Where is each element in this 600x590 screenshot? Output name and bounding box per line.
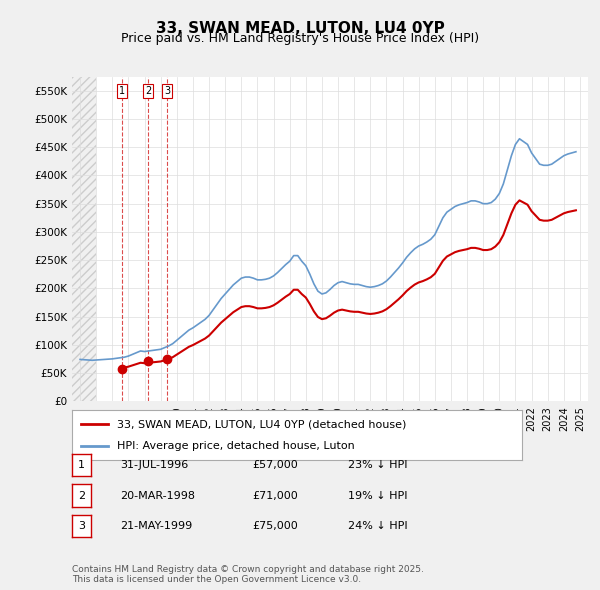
Text: Contains HM Land Registry data © Crown copyright and database right 2025.
This d: Contains HM Land Registry data © Crown c… xyxy=(72,565,424,584)
Text: HPI: Average price, detached house, Luton: HPI: Average price, detached house, Luto… xyxy=(117,441,355,451)
Text: 19% ↓ HPI: 19% ↓ HPI xyxy=(348,491,407,500)
Text: 20-MAR-1998: 20-MAR-1998 xyxy=(120,491,195,500)
Text: 2: 2 xyxy=(145,86,151,96)
Text: 21-MAY-1999: 21-MAY-1999 xyxy=(120,522,192,531)
Text: 1: 1 xyxy=(78,460,85,470)
Text: 33, SWAN MEAD, LUTON, LU4 0YP: 33, SWAN MEAD, LUTON, LU4 0YP xyxy=(155,21,445,35)
Text: 31-JUL-1996: 31-JUL-1996 xyxy=(120,460,188,470)
Text: £57,000: £57,000 xyxy=(252,460,298,470)
Text: 1: 1 xyxy=(119,86,125,96)
Text: 3: 3 xyxy=(78,522,85,531)
Text: £71,000: £71,000 xyxy=(252,491,298,500)
Text: 23% ↓ HPI: 23% ↓ HPI xyxy=(348,460,407,470)
Text: 24% ↓ HPI: 24% ↓ HPI xyxy=(348,522,407,531)
Text: 2: 2 xyxy=(78,491,85,500)
Text: 33, SWAN MEAD, LUTON, LU4 0YP (detached house): 33, SWAN MEAD, LUTON, LU4 0YP (detached … xyxy=(117,419,406,429)
Text: 3: 3 xyxy=(164,86,170,96)
Text: Price paid vs. HM Land Registry's House Price Index (HPI): Price paid vs. HM Land Registry's House … xyxy=(121,32,479,45)
Bar xyxy=(72,77,96,401)
Text: £75,000: £75,000 xyxy=(252,522,298,531)
